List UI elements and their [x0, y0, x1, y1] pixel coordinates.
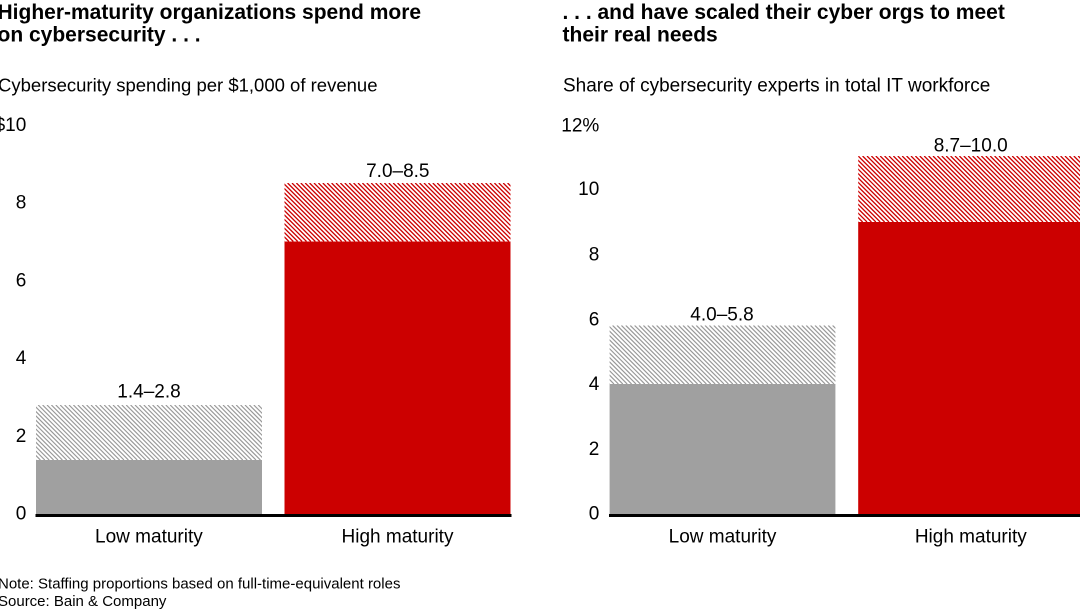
svg-text:0: 0 [589, 504, 600, 525]
svg-text:10: 10 [578, 179, 599, 200]
svg-text:2: 2 [589, 439, 600, 460]
svg-text:Note: Staffing proportions bas: Note: Staffing proportions based on full… [0, 575, 400, 592]
svg-text:Higher-maturity organizations: Higher-maturity organizations spend more [0, 1, 421, 24]
svg-text:1.4–2.8: 1.4–2.8 [117, 381, 180, 402]
svg-text:6: 6 [16, 270, 27, 291]
svg-text:High maturity: High maturity [915, 527, 1027, 548]
svg-text:Cybersecurity spending per $1,: Cybersecurity spending per $1,000 of rev… [0, 75, 378, 96]
svg-text:4.0–5.8: 4.0–5.8 [690, 304, 753, 325]
svg-text:8: 8 [16, 193, 27, 214]
svg-text:High maturity: High maturity [342, 527, 454, 548]
svg-text:their real needs: their real needs [563, 24, 718, 47]
svg-text:4: 4 [16, 348, 27, 369]
svg-text:6: 6 [589, 309, 600, 330]
svg-text:2: 2 [16, 426, 27, 447]
svg-text:Low maturity: Low maturity [669, 527, 777, 548]
svg-text:0: 0 [16, 504, 27, 525]
svg-text:8.7–10.0: 8.7–10.0 [934, 135, 1008, 156]
svg-text:Low maturity: Low maturity [95, 527, 203, 548]
svg-text:12%: 12% [561, 115, 599, 136]
svg-text:Share of cybersecurity experts: Share of cybersecurity experts in total … [563, 76, 990, 97]
svg-text:on cybersecurity . . .: on cybersecurity . . . [0, 24, 201, 47]
svg-text:Source: Bain & Company: Source: Bain & Company [0, 593, 167, 610]
svg-text:8: 8 [589, 245, 600, 266]
svg-text:7.0–8.5: 7.0–8.5 [366, 161, 429, 182]
svg-text:. . . and have scaled their cy: . . . and have scaled their cyber orgs t… [563, 1, 1005, 24]
svg-text:$10: $10 [0, 115, 26, 136]
svg-text:4: 4 [589, 374, 600, 395]
